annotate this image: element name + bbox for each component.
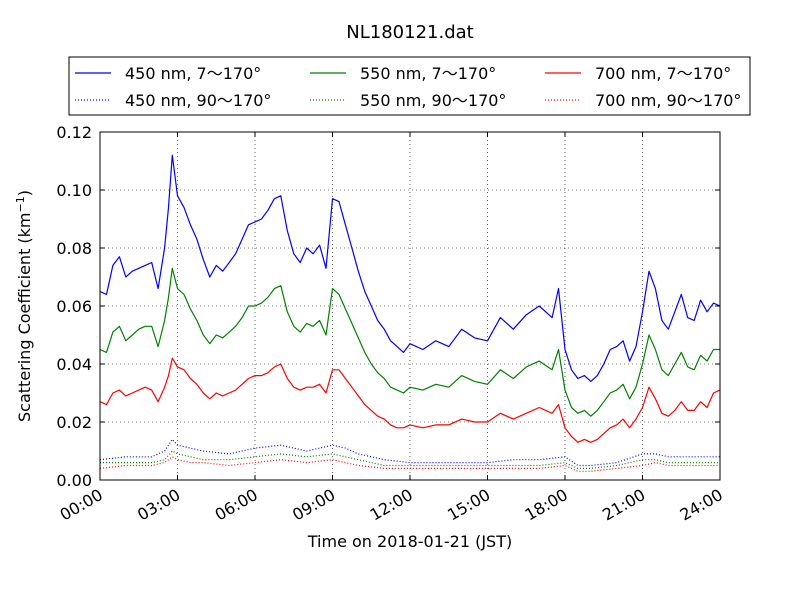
x-tick-label: 00:00 [57, 485, 106, 525]
x-tick-label: 06:00 [212, 485, 261, 525]
y-axis-label-close: ) [15, 190, 34, 196]
x-tick-label: 24:00 [677, 485, 726, 525]
y-axis-label-superscript: −1 [14, 196, 27, 212]
y-axis-label: Scattering Coefficient (km−1) [14, 190, 34, 422]
x-tick-label: 03:00 [134, 485, 183, 525]
series-line [99, 438, 720, 467]
legend-label: 550 nm, 90～170° [360, 91, 506, 110]
legend-label: 700 nm, 90～170° [595, 91, 741, 110]
series-line [99, 267, 720, 417]
series-line [99, 357, 721, 443]
x-axis-label: Time on 2018-01-21 (JST) [307, 532, 512, 551]
series-lines [99, 154, 721, 472]
grid-lines [100, 132, 720, 480]
x-tick-label: 18:00 [522, 485, 571, 525]
series-line [100, 450, 720, 469]
x-tick-label: 09:00 [289, 485, 338, 525]
legend-label: 550 nm, 7～170° [360, 64, 496, 83]
series-line [99, 154, 721, 382]
y-tick-label: 0.06 [56, 297, 92, 316]
y-tick-label: 0.02 [56, 413, 92, 432]
y-tick-label: 0.08 [56, 239, 92, 258]
y-tick-label: 0.00 [56, 471, 92, 490]
legend: 450 nm, 7～170° 450 nm, 90～170° 550 nm, 7～1… [68, 56, 751, 116]
chart-title: NL180121.dat [346, 22, 473, 43]
legend-label: 450 nm, 7～170° [125, 64, 261, 83]
legend-label: 700 nm, 7～170° [595, 64, 731, 83]
y-tick-label: 0.04 [56, 355, 92, 374]
y-tick-label: 0.10 [56, 181, 92, 200]
x-tick-label: 15:00 [444, 485, 493, 525]
x-tick-label: 12:00 [367, 485, 416, 525]
y-axis-label-main: Scattering Coefficient (km [15, 212, 34, 422]
y-tick-label: 0.12 [56, 123, 92, 142]
x-tick-label: 21:00 [599, 485, 648, 525]
legend-label: 450 nm, 90～170° [125, 91, 271, 110]
legend-frame [68, 56, 751, 116]
